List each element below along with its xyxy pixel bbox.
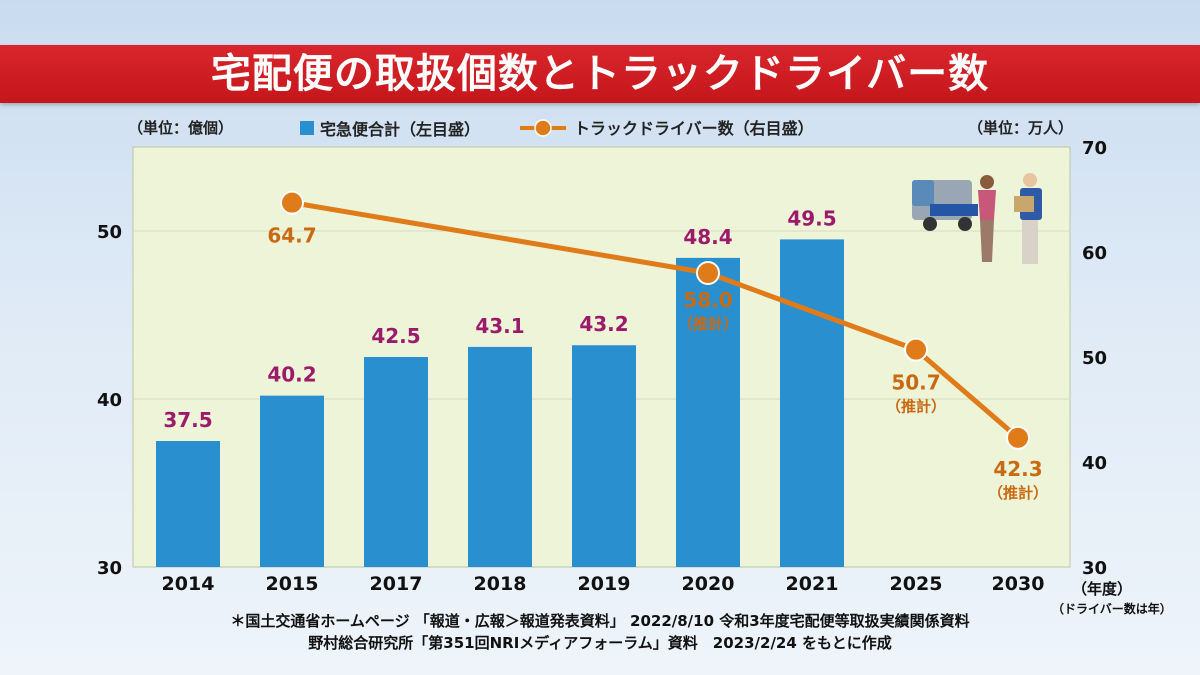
title-bar: 宅配便の取扱個数とトラックドライバー数 — [0, 45, 1200, 103]
line-point — [280, 190, 304, 215]
bar-value-label: 48.4 — [683, 225, 732, 249]
estimate-label: （推計） — [988, 484, 1048, 502]
legend-bars-label: 宅急便合計（左目盛） — [320, 120, 481, 139]
x-axis-note: （ドライバー数は年） — [1052, 602, 1172, 616]
x-tick-label: 2021 — [786, 573, 839, 595]
x-tick-label: 2020 — [682, 573, 735, 595]
driver-line — [280, 190, 1030, 450]
left-tick-label: 30 — [97, 558, 122, 579]
bar-value-label: 37.5 — [163, 408, 212, 432]
bars — [156, 239, 844, 567]
estimate-label: （推計） — [886, 398, 946, 416]
bar — [156, 441, 220, 567]
left-axis-unit: （単位：億個） — [128, 119, 234, 137]
x-axis-unit: （年度） — [1072, 580, 1133, 598]
x-tick-label: 2019 — [578, 573, 631, 595]
x-tick-label: 2018 — [474, 573, 527, 595]
bar-value-label: 40.2 — [267, 363, 316, 387]
right-tick-label: 70 — [1082, 138, 1107, 159]
bar-value-label: 42.5 — [371, 324, 420, 348]
line-value-label: 50.7 — [891, 371, 940, 395]
estimate-label: （推計） — [678, 315, 738, 333]
line-path — [291, 200, 1020, 440]
data-labels: 37.5 40.2 42.5 43.1 43.2 48.4 49.5 64.7 58.0 （推計）… — [163, 206, 1048, 501]
bar — [572, 345, 636, 567]
legend-line-label: トラックドライバー数（右目盛） — [574, 119, 814, 138]
axes: 30 40 50 30 40 50 60 70 2014 2015 2017 2018 2019 2020… — [97, 138, 1107, 595]
bar — [676, 257, 740, 567]
bar-value-label: 49.5 — [787, 206, 836, 230]
chart-title: 宅配便の取扱個数とトラックドライバー数 — [210, 51, 990, 97]
legend-line-swatch — [520, 119, 566, 137]
bar — [364, 357, 428, 567]
line-value-label: 42.3 — [993, 457, 1042, 481]
bar — [780, 239, 844, 567]
bar — [468, 346, 532, 567]
line-point — [696, 261, 720, 285]
bar — [260, 395, 324, 567]
line-point — [904, 337, 928, 362]
right-tick-label: 30 — [1082, 558, 1107, 579]
bar-value-label: 43.1 — [475, 314, 524, 338]
right-tick-label: 60 — [1082, 243, 1107, 264]
x-tick-label: 2015 — [266, 573, 319, 595]
x-tick-label: 2014 — [162, 573, 215, 595]
left-tick-label: 50 — [97, 222, 122, 243]
right-tick-label: 50 — [1082, 348, 1107, 369]
line-value-label: 64.7 — [267, 224, 316, 248]
bar-value-label: 43.2 — [579, 312, 628, 336]
line-point — [1006, 425, 1030, 450]
x-tick-label: 2025 — [890, 573, 943, 595]
delivery-illustration — [912, 173, 1042, 264]
line-value-label: 58.0 — [683, 288, 732, 312]
right-tick-label: 40 — [1082, 453, 1107, 474]
x-tick-label: 2030 — [992, 573, 1045, 595]
right-axis-unit: （単位：万人） — [968, 119, 1074, 137]
source-line-1: ＊国土交通省ホームページ 「報道・広報＞報道発表資料」 2022/8/10 令和… — [230, 612, 970, 630]
left-tick-label: 40 — [97, 390, 122, 411]
legend-bar-swatch — [300, 121, 314, 135]
source-line-2: 野村総合研究所「第351回NRIメディアフォーラム」資料 2023/2/24 を… — [308, 634, 892, 652]
x-tick-label: 2017 — [370, 573, 423, 595]
